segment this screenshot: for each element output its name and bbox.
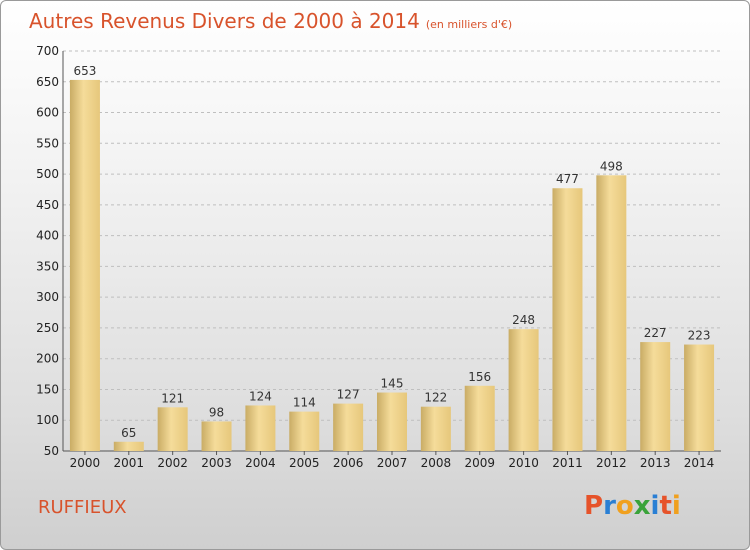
x-tick-label: 2014 <box>684 456 715 470</box>
chart-unit: (en milliers d'€) <box>425 18 513 31</box>
x-tick-label: 2011 <box>552 456 583 470</box>
x-tick-label: 2010 <box>508 456 539 470</box>
bar <box>157 407 188 451</box>
y-tick-label: 400 <box>36 229 59 243</box>
x-tick-label: 2009 <box>464 456 495 470</box>
value-label: 156 <box>468 370 491 384</box>
value-labels: 653 65 121 98 124 114 127 145 122 156 248 477 498 227… <box>73 64 710 440</box>
bar <box>508 329 539 451</box>
bar <box>596 175 627 452</box>
bar <box>420 406 451 451</box>
x-tick-label: 2005 <box>289 456 320 470</box>
x-tick-label: 2000 <box>70 456 101 470</box>
y-tick-label: 300 <box>36 290 59 304</box>
value-label: 127 <box>337 388 360 402</box>
value-label: 653 <box>73 64 96 78</box>
bar <box>552 188 583 451</box>
x-tick-label: 2007 <box>377 456 408 470</box>
y-tick-label: 100 <box>36 413 59 427</box>
chart-title-text: Autres Revenus Divers de 2000 à 2014 <box>29 9 420 33</box>
bar <box>333 403 364 451</box>
value-label: 248 <box>512 313 535 327</box>
commune-name: RUFFIEUX <box>38 497 127 518</box>
x-tick-label: 2002 <box>157 456 188 470</box>
bar <box>464 385 495 451</box>
proxiti-logo: Proxiti <box>584 491 681 521</box>
x-tick-label: 2012 <box>596 456 627 470</box>
value-label: 498 <box>600 159 623 173</box>
y-tick-label: 550 <box>36 136 59 150</box>
bar <box>113 441 144 451</box>
y-tick-labels: 50 100 150 200 250 300 350 400 450 500 550 600 650 70… <box>36 44 59 458</box>
x-tick-label: 2001 <box>114 456 145 470</box>
x-tick-label: 2013 <box>640 456 671 470</box>
x-tick-label: 2008 <box>421 456 452 470</box>
value-label: 124 <box>249 389 272 403</box>
y-tick-label: 600 <box>36 106 59 120</box>
logo-letter: o <box>615 491 634 521</box>
value-label: 121 <box>161 391 184 405</box>
bar <box>684 344 715 451</box>
y-tick-label: 650 <box>36 75 59 89</box>
bars <box>69 79 715 452</box>
x-tick-label: 2003 <box>201 456 232 470</box>
logo-letter: t <box>659 491 672 521</box>
bar <box>640 342 671 451</box>
y-tick-label: 200 <box>36 352 59 366</box>
y-tick-label: 250 <box>36 321 59 335</box>
bar <box>289 411 320 451</box>
value-label: 145 <box>381 377 404 391</box>
x-tick-labels: 2000 2001 2002 2003 2004 2005 2006 2007 2008 2009… <box>70 451 715 470</box>
y-tick-label: 350 <box>36 259 59 273</box>
value-label: 65 <box>121 426 136 440</box>
bar <box>245 405 276 451</box>
chart-title: Autres Revenus Divers de 2000 à 2014 (en … <box>29 9 512 33</box>
logo-letter: i <box>650 491 660 521</box>
value-label: 477 <box>556 172 579 186</box>
y-tick-label: 700 <box>36 44 59 58</box>
logo-letter: r <box>603 491 616 521</box>
value-label: 98 <box>209 405 224 419</box>
value-label: 114 <box>293 396 316 410</box>
value-label: 122 <box>424 391 447 405</box>
value-label: 223 <box>688 329 711 343</box>
bar <box>69 79 100 451</box>
y-tick-label: 150 <box>36 382 59 396</box>
y-tick-label: 50 <box>44 444 59 458</box>
y-tick-label: 450 <box>36 198 59 212</box>
value-label: 227 <box>644 326 667 340</box>
logo-letter: x <box>633 491 651 521</box>
y-tick-label: 500 <box>36 167 59 181</box>
x-tick-label: 2004 <box>245 456 276 470</box>
bar <box>201 421 232 451</box>
logo-letter: i <box>671 491 681 521</box>
bar <box>377 392 407 451</box>
logo-letter: P <box>584 491 604 521</box>
x-tick-label: 2006 <box>333 456 364 470</box>
